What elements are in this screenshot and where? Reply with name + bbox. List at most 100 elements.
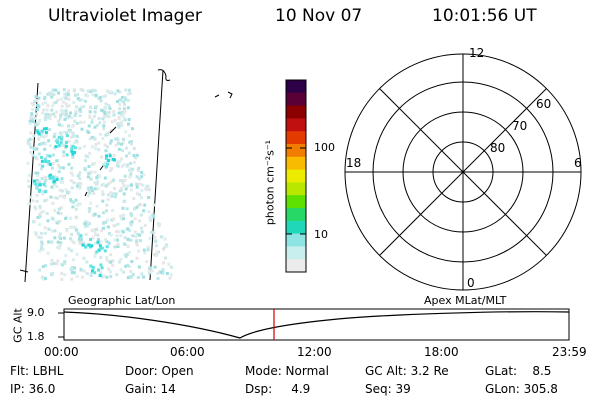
uv-pixel [61,263,64,267]
uv-pixel [123,253,127,257]
uv-pixel [46,219,50,223]
uv-pixel [48,128,52,132]
uv-pixel [139,213,143,217]
uv-pixel [97,141,101,145]
uv-pixel [75,252,79,256]
uv-pixel [73,225,77,229]
uv-pixel [52,153,55,157]
timeline-left-title: Geographic Lat/Lon [68,294,176,307]
uv-pixel [30,118,34,122]
uv-pixel [85,272,89,276]
uv-pixel [63,117,67,121]
uv-bright-pixel [52,179,56,183]
uv-pixel [115,230,118,233]
uv-pixel [89,272,93,276]
uv-pixel [89,186,93,190]
uv-pixel [62,88,66,92]
uv-pixel [84,220,88,224]
uv-pixel [123,108,127,112]
uv-pixel [86,155,90,159]
uv-bright-pixel [65,153,69,157]
uv-pixel [55,262,59,266]
uv-pixel [59,180,63,184]
uv-pixel [146,248,150,252]
uv-pixel [152,215,156,219]
uv-pixel [67,162,71,166]
uv-pixel [40,134,44,138]
uv-pixel [44,112,48,116]
timeline-xtick-2: 12:00 [297,345,332,359]
uv-pixel [30,138,34,142]
uv-pixel [104,94,107,98]
uv-pixel [126,106,130,110]
uv-pixel [40,242,44,246]
uv-pixel [86,186,90,190]
uv-pixel [60,189,64,193]
uv-pixel [109,180,113,184]
uv-pixel [123,103,127,107]
uv-pixel [35,186,39,190]
uv-pixel [127,251,131,255]
uv-pixel [129,270,133,274]
uv-pixel [67,140,71,144]
uv-pixel [122,184,126,187]
uv-pixel [121,141,125,145]
timeline-right-title: Apex MLat/MLT [424,294,507,307]
uv-pixel [108,169,112,173]
uv-pixel [118,102,122,106]
uv-pixel [47,113,51,117]
uv-pixel [33,205,37,209]
uv-bright-pixel [43,159,47,163]
uv-bright-pixel [57,143,61,147]
uv-pixel [69,198,73,202]
uv-pixel [119,268,123,272]
uv-pixel [97,117,101,121]
uv-pixel [116,100,119,103]
uv-pixel [97,148,101,152]
uv-pixel [94,104,98,108]
uv-pixel [45,198,49,202]
uv-pixel [53,209,57,213]
uv-pixel [119,142,123,146]
uv-pixel [124,187,128,191]
uv-pixel [65,93,68,97]
uv-pixel [71,131,75,135]
uv-pixel [75,203,79,207]
uv-pixel [35,147,39,151]
uv-pixel [140,230,144,234]
uv-pixel [117,260,121,264]
uv-pixel [126,237,130,241]
uv-pixel [38,91,42,95]
uv-pixel [116,242,120,246]
uv-pixel [167,262,171,266]
uv-pixel [114,137,118,141]
uv-pixel [130,213,133,217]
uv-pixel [89,170,93,174]
uv-pixel [117,115,121,119]
uv-bright-pixel [44,127,48,131]
uv-pixel [154,244,158,248]
uv-pixel [122,213,125,217]
uv-pixel [102,115,106,119]
uv-pixel [83,224,87,228]
uv-pixel [40,142,43,146]
uv-bright-pixel [81,243,85,247]
timeline-xtick-0: 00:00 [44,345,79,359]
uv-pixel [27,173,31,177]
uv-pixel [105,203,109,207]
uv-pixel [103,161,107,165]
uv-pixel [59,97,63,101]
uv-pixel [105,258,109,262]
uv-pixel [35,99,39,103]
uv-pixel [142,248,146,252]
uv-pixel [80,98,84,102]
uv-pixel [125,252,129,256]
uv-pixel [49,195,53,199]
uv-pixel [60,135,64,139]
uv-pixel [53,132,57,136]
mlt-label-6: 6 [574,156,582,170]
uv-bright-pixel [99,263,103,267]
uv-pixel [127,151,131,155]
uv-pixel [162,247,165,251]
uv-bright-pixel [48,163,52,166]
